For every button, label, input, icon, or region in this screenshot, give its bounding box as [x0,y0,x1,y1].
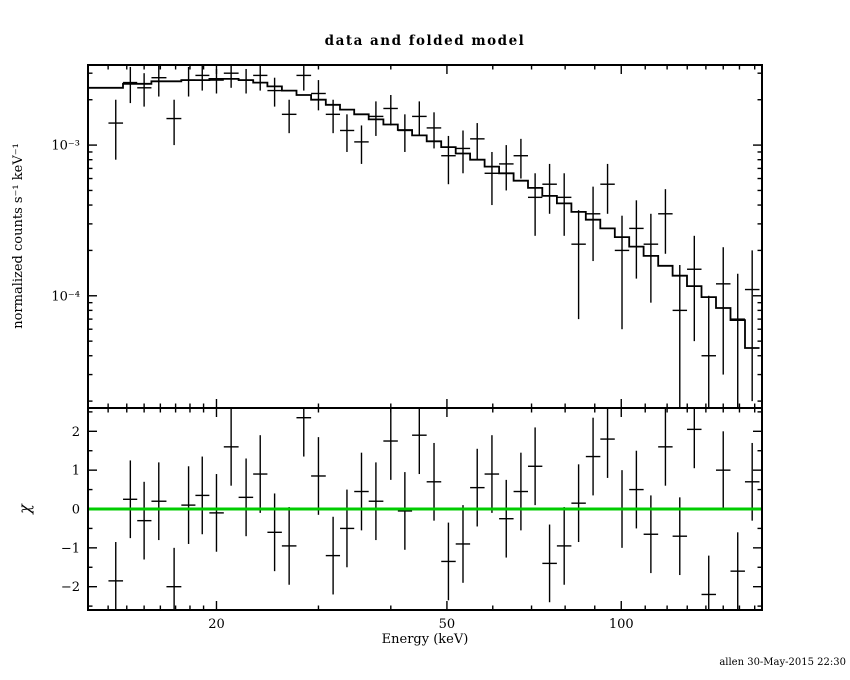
y-tick-label: 10⁻³ [51,139,80,154]
panel-frame-residuals [87,407,763,611]
chart-layer: 20 50 100 10⁻⁴ 10⁻³ −2 −1 0 1 2 [51,64,763,632]
x-tick-label: 20 [208,617,225,632]
y-tick-label: 2 [72,425,80,440]
y-tick-label: 0 [72,503,80,518]
x-axis-label: Energy (keV) [382,632,469,647]
y-tick-label: −2 [61,580,80,595]
x-tick-label: 100 [609,617,634,632]
timestamp: allen 30-May-2015 22:30 [719,657,846,668]
plot-title: data and folded model [325,33,526,49]
y-tick-label: 10⁻⁴ [51,289,80,304]
spectrum-data-points [108,65,760,408]
chi-data-points [108,408,760,610]
x-tick-label: 50 [439,617,456,632]
y-axis-label-chi: χ [15,503,34,515]
y-tick-label: −1 [61,541,80,556]
y-axis-label-spectrum: normalized counts s⁻¹ keV⁻¹ [11,143,26,329]
y-tick-label: 1 [72,464,80,479]
